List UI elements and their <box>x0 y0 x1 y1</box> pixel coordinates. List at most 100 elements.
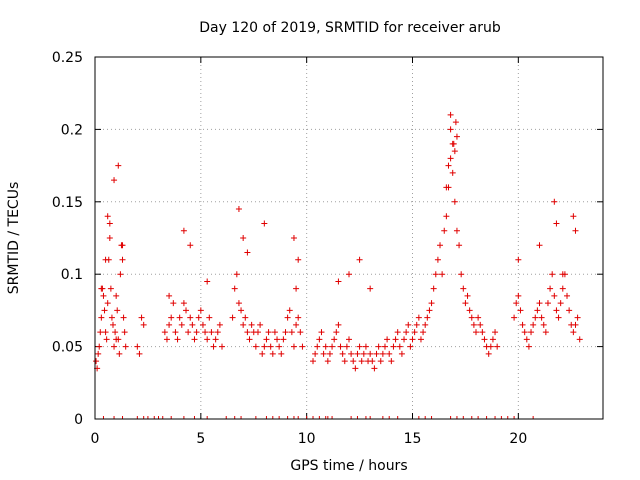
data-point <box>481 336 488 343</box>
data-point <box>386 350 393 357</box>
x-tick-label: 0 <box>91 431 100 447</box>
data-point <box>166 292 173 299</box>
data-point <box>432 271 439 278</box>
data-point <box>100 292 107 299</box>
data-point <box>458 271 465 278</box>
grid <box>95 57 603 419</box>
data-point <box>515 256 522 263</box>
data-point <box>549 271 556 278</box>
data-point <box>269 350 276 357</box>
data-point <box>559 285 566 292</box>
data-point <box>426 307 433 314</box>
data-point <box>409 336 416 343</box>
data-point <box>314 343 321 350</box>
data-point <box>456 242 463 249</box>
data-point <box>373 350 380 357</box>
data-point <box>430 285 437 292</box>
data-point <box>450 140 457 147</box>
data-point <box>316 336 323 343</box>
data-point <box>214 329 221 336</box>
data-point <box>206 314 213 321</box>
data-point <box>98 314 105 321</box>
data-point <box>290 235 297 241</box>
data-point <box>396 343 403 350</box>
y-tick-label: 0.2 <box>61 122 83 138</box>
x-tick-label: 10 <box>298 431 316 447</box>
data-point <box>540 321 547 328</box>
data-point <box>542 329 549 336</box>
data-point <box>98 285 105 292</box>
data-point <box>449 169 456 176</box>
data-point <box>103 336 110 343</box>
data-point <box>263 336 270 343</box>
data-point <box>494 343 501 350</box>
data-point <box>276 343 283 350</box>
data-point <box>293 285 300 292</box>
data-point <box>176 314 183 321</box>
data-point <box>528 329 535 336</box>
data-point <box>333 329 340 336</box>
data-point <box>104 300 111 307</box>
data-point <box>350 358 357 365</box>
data-point <box>233 271 240 278</box>
data-point <box>244 329 251 336</box>
data-point <box>195 314 202 321</box>
data-point <box>447 155 454 162</box>
data-point <box>331 336 338 343</box>
data-point <box>428 300 435 307</box>
data-point <box>259 350 266 357</box>
data-point <box>411 329 418 336</box>
data-point <box>102 256 109 263</box>
data-point <box>394 329 401 336</box>
data-point <box>172 329 179 336</box>
data-point <box>407 343 414 350</box>
data-point <box>119 256 126 263</box>
data-point <box>107 285 114 292</box>
data-point <box>252 343 259 350</box>
data-point <box>122 343 129 350</box>
data-point <box>553 307 560 314</box>
data-point <box>180 300 187 307</box>
data-point <box>161 329 168 336</box>
data-point <box>381 343 388 350</box>
data-point <box>284 314 291 321</box>
chart-title: Day 120 of 2019, SRMTID for receiver aru… <box>199 20 501 36</box>
data-point <box>379 350 386 357</box>
x-tick-label: 15 <box>404 431 422 447</box>
axis-ticks: 0 0.05 0.1 0.15 0.2 0.25 0 5 10 15 20 <box>52 50 603 447</box>
data-point <box>312 350 319 357</box>
data-point <box>267 343 274 350</box>
data-point <box>108 314 115 321</box>
data-point <box>261 343 268 350</box>
data-point <box>443 184 450 191</box>
data-point <box>564 292 571 299</box>
data-point <box>424 314 431 321</box>
data-point <box>322 343 329 350</box>
data-point <box>468 314 475 321</box>
data-point <box>348 350 355 357</box>
data-point <box>346 271 352 278</box>
data-point <box>401 336 408 343</box>
data-point <box>398 350 405 357</box>
data-point <box>231 285 238 292</box>
data-point <box>95 350 102 357</box>
data-point <box>439 271 446 278</box>
data-point <box>576 336 583 343</box>
data-point <box>525 343 532 350</box>
data-point <box>199 321 206 328</box>
data-point <box>113 336 120 343</box>
data-point <box>329 343 336 350</box>
data-point <box>187 242 194 249</box>
data-point <box>477 321 484 328</box>
data-point <box>136 350 143 357</box>
data-point <box>257 321 264 328</box>
data-point <box>326 350 333 357</box>
data-point <box>422 321 429 328</box>
data-point <box>413 321 420 328</box>
data-point <box>553 220 560 227</box>
data-point <box>261 220 268 227</box>
data-point <box>185 329 192 336</box>
data-point <box>112 329 119 336</box>
data-point <box>111 343 118 350</box>
y-tick-label: 0 <box>74 412 83 428</box>
